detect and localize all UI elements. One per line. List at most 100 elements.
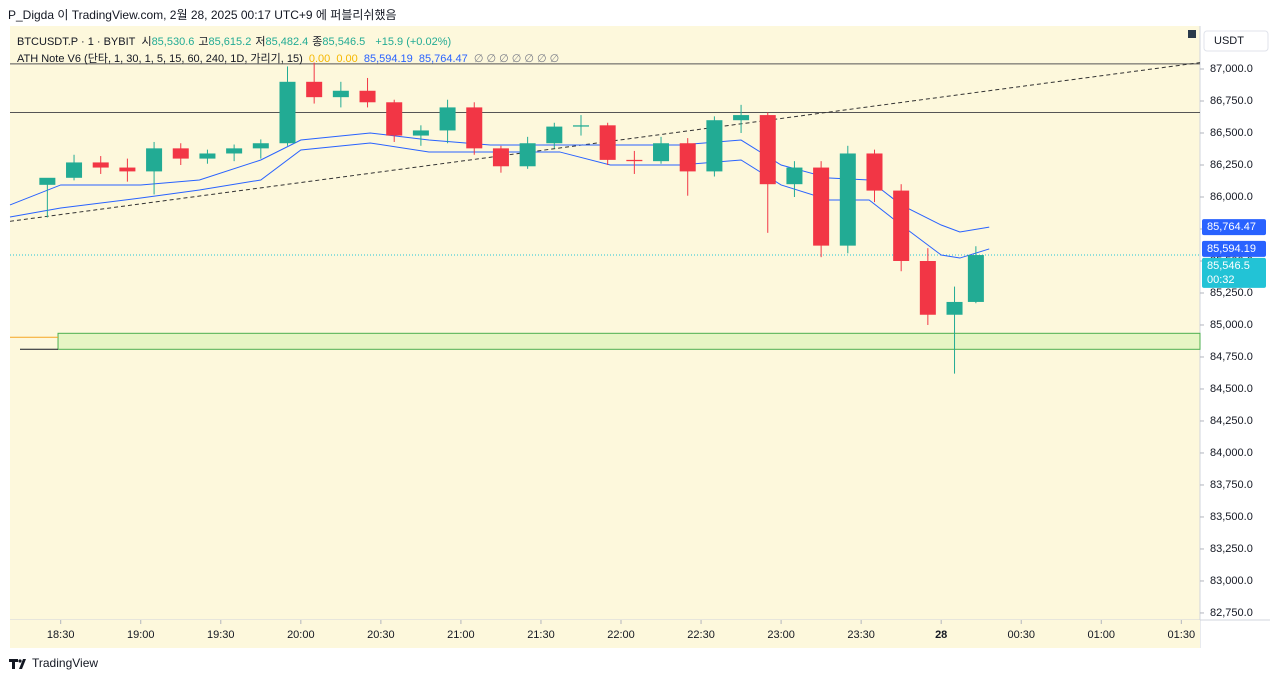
x-tick-label: 23:00 (767, 629, 795, 641)
y-tick-label: 84,250.0 (1210, 415, 1253, 427)
y-tick-label: 86,250.0 (1210, 159, 1253, 171)
indicator-line: ATH Note V6 (단타, 1, 30, 1, 5, 15, 60, 24… (17, 50, 562, 66)
y-tick-label: 83,500.0 (1210, 511, 1253, 523)
candle-body (199, 153, 216, 159)
candle-body (839, 153, 856, 246)
plot-background (10, 26, 1200, 620)
candle-body (386, 102, 403, 136)
candle-body (279, 81, 296, 144)
ohlc-key: 종 (312, 36, 323, 48)
candle-body (706, 120, 723, 172)
candle-body (759, 115, 776, 185)
candle-body (866, 153, 883, 191)
candle-body (492, 148, 509, 167)
caption: P_Digda 이 TradingView.com, 2월 28, 2025 0… (8, 8, 397, 22)
candle-body (439, 107, 456, 131)
brand-logo (9, 659, 26, 669)
candle-body (679, 143, 696, 172)
x-tick-label: 23:30 (847, 629, 875, 641)
candle-body (919, 260, 936, 315)
candle-body (786, 167, 803, 185)
price-tag-label: 85,764.47 (1207, 221, 1256, 233)
price-tag-label: 85,546.5 (1207, 260, 1250, 272)
ohlc-key: 시 (141, 36, 152, 48)
y-tick-label: 85,000.0 (1210, 319, 1253, 331)
x-tick-label: 22:00 (607, 629, 635, 641)
x-tick-label: 01:30 (1168, 629, 1196, 641)
candle-body (146, 148, 163, 172)
symbol: BTCUSDT.P · 1 · BYBIT (17, 36, 136, 48)
indicator-value: 85,764.47 (418, 53, 468, 65)
countdown: 00:32 (1207, 274, 1235, 286)
x-tick-label: 19:00 (127, 629, 155, 641)
y-tick-label: 83,000.0 (1210, 575, 1253, 587)
candle-body (546, 126, 563, 144)
zone (57, 332, 1201, 350)
candle-body (332, 90, 349, 98)
candle-body (306, 81, 323, 98)
candle-body (519, 143, 536, 167)
currency: USDT (1214, 35, 1244, 47)
candle-body (946, 301, 963, 315)
indicator-value: 0.00 (308, 53, 331, 65)
indicator-value: 85,594.19 (363, 53, 413, 65)
candle-body (252, 143, 269, 149)
ohlc-key: 저 (255, 36, 266, 48)
x-tick-label: 28 (935, 629, 947, 641)
candle-body (653, 143, 670, 162)
x-tick-label: 20:00 (287, 629, 315, 641)
candle-body (226, 148, 243, 154)
price-tag (1202, 219, 1266, 236)
y-tick-label: 85,250.0 (1210, 287, 1253, 299)
plot-area (9, 62, 1201, 374)
x-tick-label: 18:30 (47, 629, 75, 641)
candle-body (119, 167, 136, 172)
candle-body (813, 167, 830, 246)
symbol-line: BTCUSDT.P · 1 · BYBIT 시85,530.6 고85,615.2… (17, 33, 454, 49)
ohlc: 시85,530.6 고85,615.2 저85,482.4 종85,546.5 (141, 36, 369, 48)
y-tick-label: 86,000.0 (1210, 191, 1253, 203)
brand: TradingView (32, 656, 98, 670)
candle-body (626, 159, 643, 162)
ohlc-value: 85,615.2 (208, 36, 252, 48)
y-tick-label: 86,500.0 (1210, 127, 1253, 139)
candle-body (172, 148, 189, 159)
x-tick-label: 19:30 (207, 629, 235, 641)
y-tick-label: 87,000.0 (1210, 63, 1253, 75)
candle-body (893, 190, 910, 261)
x-tick-label: 21:00 (447, 629, 475, 641)
price-tag-label: 85,594.19 (1207, 243, 1256, 255)
y-tick-label: 84,750.0 (1210, 351, 1253, 363)
ohlc-key: 고 (198, 36, 209, 48)
price-tag (1202, 240, 1266, 257)
ohlc-value: 85,546.5 (322, 36, 366, 48)
indicator-value: ∅ ∅ ∅ ∅ ∅ ∅ ∅ (473, 53, 560, 65)
y-tick-label: 82,750.0 (1210, 607, 1253, 619)
x-tick-label: 00:30 (1007, 629, 1035, 641)
x-tick-label: 01:00 (1088, 629, 1116, 641)
indicator-name: ATH Note V6 (단타, 1, 30, 1, 5, 15, 60, 24… (17, 53, 303, 65)
price-tag (1202, 257, 1266, 288)
candle-body (572, 125, 589, 127)
x-tick-label: 20:30 (367, 629, 395, 641)
candle-body (39, 177, 56, 185)
y-tick-label: 84,000.0 (1210, 447, 1253, 459)
candle-body (967, 255, 984, 302)
x-axis-background (10, 620, 1200, 648)
y-tick-label: 84,500.0 (1210, 383, 1253, 395)
y-tick-label: 83,250.0 (1210, 543, 1253, 555)
x-tick-label: 21:30 (527, 629, 555, 641)
candle-body (599, 125, 616, 160)
candle-body (733, 115, 750, 121)
ohlc-value: 85,530.6 (151, 36, 195, 48)
candle-body (359, 90, 376, 103)
candle-body (412, 130, 429, 136)
candle-body (466, 107, 483, 149)
icon (1188, 30, 1196, 38)
x-tick-label: 22:30 (687, 629, 715, 641)
ohlc-value: 85,482.4 (265, 36, 309, 48)
y-tick-label: 83,750.0 (1210, 479, 1253, 491)
candle-body (92, 162, 109, 168)
